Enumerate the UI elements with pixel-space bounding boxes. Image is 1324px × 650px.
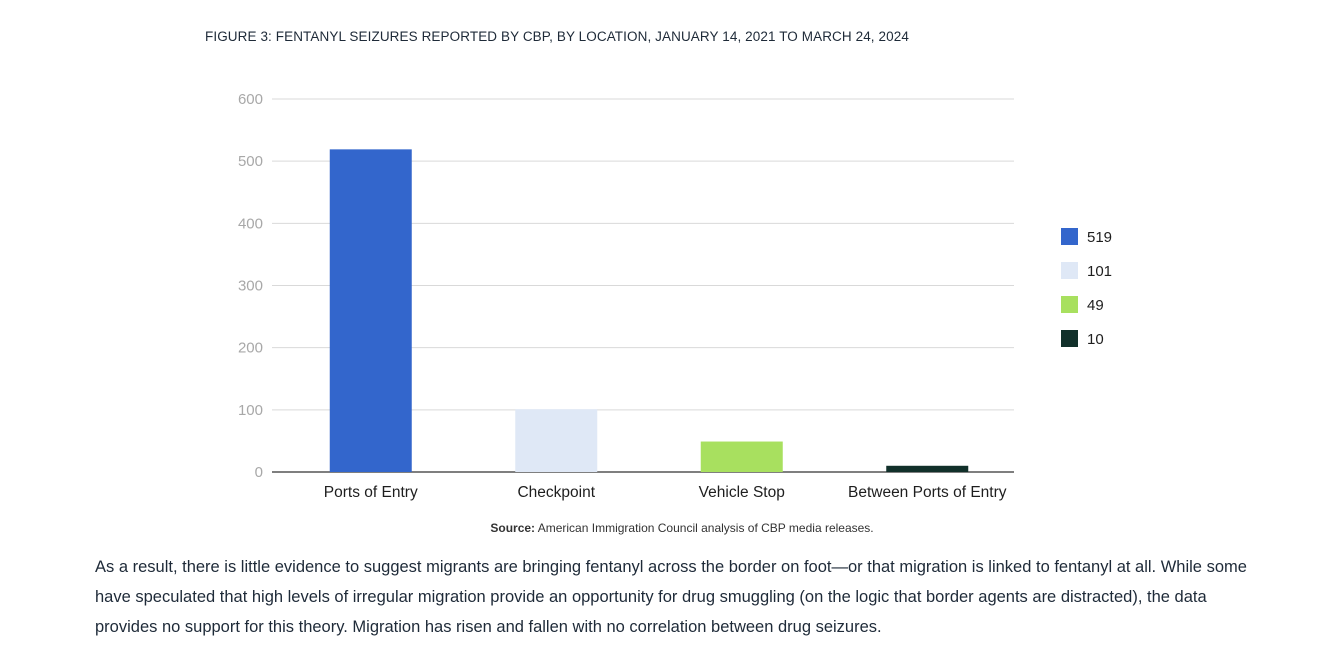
source-label: Source:	[490, 521, 536, 535]
bar-between-ports-of-entry	[886, 465, 969, 472]
y-tick-label: 0	[255, 464, 263, 481]
x-category-label: Checkpoint	[517, 484, 595, 501]
y-tick-label: 600	[238, 91, 263, 108]
y-axis-ticks: 0 100 200 300 400 500 600	[238, 91, 263, 481]
bar-vehicle-stop	[700, 441, 783, 472]
x-category-label: Between Ports of Entry	[848, 484, 1007, 501]
x-category-label: Vehicle Stop	[699, 484, 785, 501]
legend-swatch	[1061, 262, 1078, 279]
y-tick-label: 200	[238, 340, 263, 357]
legend-swatch	[1061, 228, 1078, 245]
y-tick-label: 500	[238, 153, 263, 170]
x-axis-categories: Ports of Entry Checkpoint Vehicle Stop Betw…	[324, 484, 1007, 501]
legend-swatch	[1061, 330, 1078, 347]
legend-label: 101	[1087, 263, 1112, 280]
bar-ports-of-entry	[329, 149, 412, 473]
legend: 519 101 49 10	[1061, 228, 1112, 348]
legend-label: 10	[1087, 331, 1104, 348]
x-category-label: Ports of Entry	[324, 484, 418, 501]
bar-checkpoint	[515, 409, 598, 472]
y-tick-label: 400	[238, 215, 263, 232]
source-note: Source: American Immigration Council ana…	[0, 521, 1324, 535]
figure-title: FIGURE 3: FENTANYL SEIZURES REPORTED BY …	[205, 29, 909, 44]
legend-label: 49	[1087, 297, 1104, 314]
source-text: American Immigration Council analysis of…	[537, 521, 874, 535]
body-paragraph: As a result, there is little evidence to…	[95, 558, 1247, 636]
bars	[329, 149, 969, 473]
y-tick-label: 100	[238, 402, 263, 419]
legend-label: 519	[1087, 229, 1112, 246]
bar-chart: 0 100 200 300 400 500 600 Ports of Entry Checkp…	[238, 91, 1112, 501]
y-tick-label: 300	[238, 278, 263, 295]
legend-swatch	[1061, 296, 1078, 313]
